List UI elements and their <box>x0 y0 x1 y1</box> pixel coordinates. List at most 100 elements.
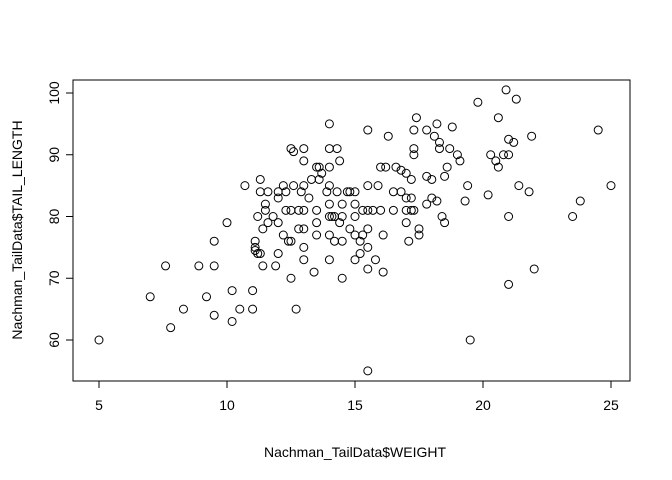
data-point <box>447 122 457 132</box>
data-point <box>286 273 296 283</box>
data-point <box>258 224 268 234</box>
data-point <box>442 162 452 172</box>
data-point <box>350 199 360 209</box>
data-point <box>409 144 419 154</box>
x-tick-label: 15 <box>347 397 363 413</box>
data-point <box>422 171 432 181</box>
data-point <box>281 187 291 197</box>
data-point <box>324 212 334 221</box>
data-point <box>358 205 368 215</box>
data-point <box>296 187 306 197</box>
data-point <box>509 137 519 147</box>
y-axis-label: Nachman_TailData$TAIL_LENGTH <box>9 120 25 339</box>
data-point <box>504 150 514 160</box>
data-point <box>289 181 299 191</box>
data-point <box>452 150 462 160</box>
data-point <box>378 267 388 277</box>
data-point <box>263 187 273 197</box>
data-point <box>445 144 455 154</box>
data-point <box>406 193 416 203</box>
data-point <box>427 193 437 203</box>
data-point <box>511 94 521 104</box>
data-point <box>317 168 327 178</box>
data-point <box>434 144 444 154</box>
y-tick-label: 70 <box>46 270 62 286</box>
data-point <box>501 85 511 95</box>
data-point <box>278 181 288 191</box>
data-point <box>363 205 373 215</box>
data-point <box>440 218 450 228</box>
data-point <box>240 181 250 191</box>
data-point <box>286 144 296 154</box>
data-point <box>498 150 508 160</box>
data-point <box>529 264 539 274</box>
data-point <box>324 119 334 129</box>
data-point <box>268 212 278 221</box>
data-point <box>363 366 373 376</box>
data-point <box>370 255 380 265</box>
data-point <box>376 162 386 172</box>
data-point <box>294 224 304 234</box>
data-point <box>250 245 260 255</box>
data-point <box>473 97 483 107</box>
data-point <box>483 190 493 200</box>
data-point <box>304 193 314 203</box>
data-point <box>299 205 309 215</box>
data-point <box>434 137 444 147</box>
data-point <box>312 218 322 228</box>
x-tick-label: 20 <box>475 397 491 413</box>
data-point <box>363 125 373 135</box>
data-point <box>330 236 340 246</box>
data-point <box>527 131 537 141</box>
data-point <box>363 224 373 234</box>
data-point <box>273 218 283 228</box>
data-point <box>363 264 373 274</box>
x-axis-label: Nachman_TailData$WEIGHT <box>264 444 447 460</box>
data-point <box>253 212 263 221</box>
data-point <box>260 205 270 215</box>
data-point <box>202 292 212 302</box>
data-point <box>286 205 296 215</box>
data-point <box>253 249 263 259</box>
data-point <box>332 187 342 197</box>
data-point <box>460 196 470 206</box>
data-point <box>248 286 258 296</box>
data-point <box>209 261 219 271</box>
data-point <box>299 224 309 234</box>
data-point <box>283 236 293 246</box>
data-point <box>504 212 514 221</box>
y-axis: 60 70 80 90 100 <box>46 81 74 348</box>
y-tick-label: 90 <box>46 147 62 163</box>
data-point <box>406 205 416 215</box>
data-point <box>345 224 355 234</box>
data-point <box>324 255 334 265</box>
data-point <box>324 230 334 240</box>
data-point <box>427 174 437 184</box>
data-point <box>401 218 411 228</box>
data-point <box>273 249 283 259</box>
data-point <box>260 199 270 209</box>
data-point <box>306 174 316 184</box>
x-axis: 5 10 15 20 25 <box>95 380 619 413</box>
data-point <box>491 156 501 166</box>
data-point <box>388 205 398 215</box>
data-point <box>409 125 419 135</box>
data-point <box>406 174 416 184</box>
data-point <box>335 218 345 228</box>
data-point <box>255 187 265 197</box>
data-point <box>194 261 204 271</box>
data-point <box>166 323 176 333</box>
data-point <box>324 199 334 209</box>
data-point <box>281 205 291 215</box>
data-point <box>368 205 378 215</box>
data-point <box>286 236 296 246</box>
x-tick-label: 5 <box>95 397 103 413</box>
data-point <box>381 162 391 172</box>
data-point <box>161 261 171 271</box>
data-point <box>606 181 616 191</box>
data-point <box>411 113 421 123</box>
data-point <box>309 267 319 277</box>
data-point <box>422 125 432 135</box>
data-point <box>401 193 411 203</box>
data-point <box>235 304 245 314</box>
